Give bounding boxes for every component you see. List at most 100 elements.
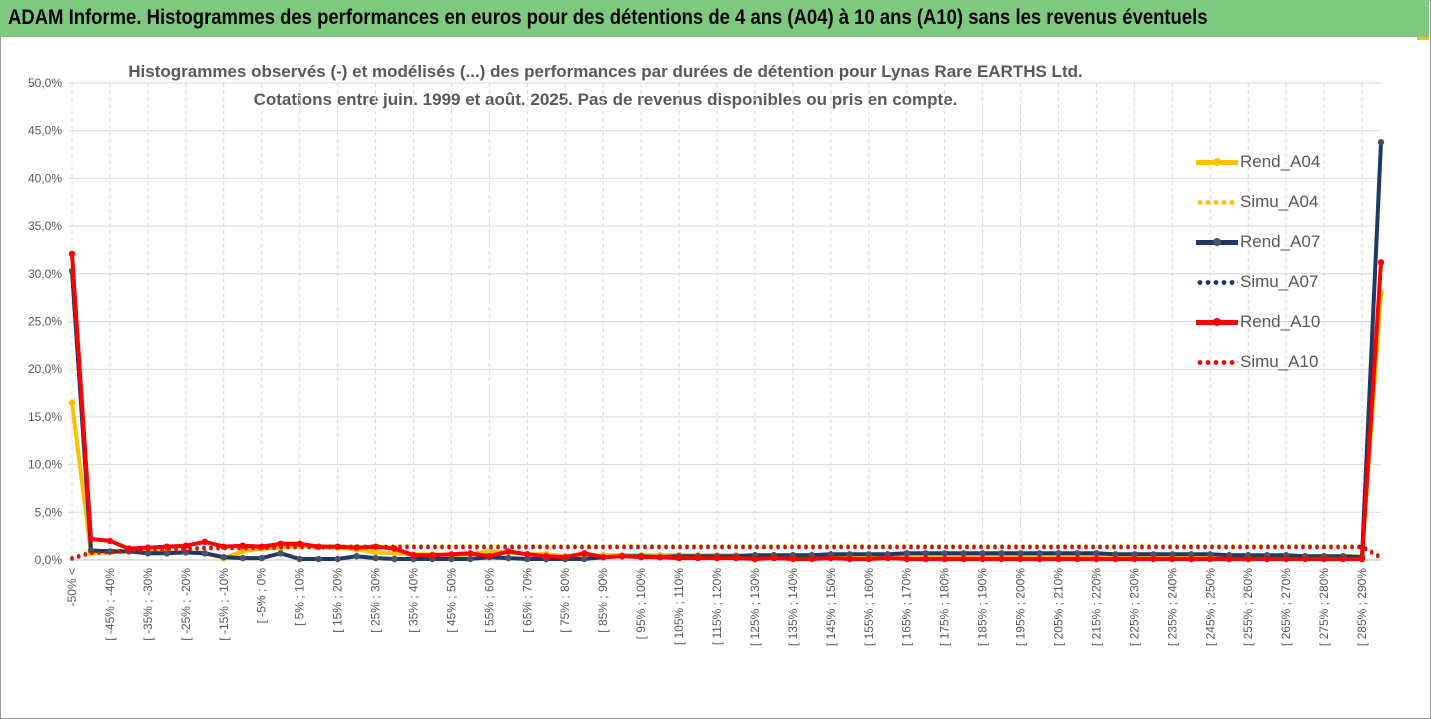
data-point-rend-a07 [220,553,227,561]
data-point-rend-a07 [979,550,986,557]
data-point-rend-a10 [1093,555,1100,563]
data-point-rend-a07 [1055,550,1062,557]
data-point-rend-a10 [1131,555,1138,563]
data-point-rend-a04 [391,550,398,557]
data-point-rend-a10 [1074,555,1081,563]
data-point-rend-a10 [884,554,891,562]
data-point-rend-a07 [1188,551,1195,558]
data-point-rend-a07 [1017,550,1024,557]
legend-swatch [1196,280,1238,285]
data-point-rend-a07 [163,550,171,557]
data-point-rend-a10 [144,544,152,551]
data-point-rend-a10 [979,555,986,563]
data-point-rend-a07 [922,550,929,557]
data-point-rend-a10 [1282,555,1290,563]
x-tick-label: -50% < [65,568,79,606]
x-tick-label: [ 95% ; 100% [634,568,648,640]
y-tick-label: 50,0% [28,76,62,90]
legend-item-simu-a04: Simu_A04 [1190,188,1350,228]
x-tick-label: [ 75% ; 80% [558,568,572,633]
x-tick-label: [ 235% ; 240% [1165,568,1179,646]
data-point-rend-a10 [694,554,702,562]
data-point-rend-a07 [201,550,208,557]
x-tick-label: [ 245% ; 250% [1203,568,1217,646]
data-point-rend-a04 [486,548,493,555]
data-point-rend-a10 [846,555,854,563]
data-point-rend-a10 [486,552,493,560]
x-tick-label: [ 25% ; 30% [369,568,383,633]
legend-marker [1213,318,1221,326]
data-point-rend-a10 [998,555,1005,563]
data-point-rend-a10 [960,555,967,563]
x-tick-label: [ -35% ; -30% [141,568,155,641]
data-point-rend-a07 [581,555,588,563]
data-point-rend-a10 [562,553,569,561]
data-point-rend-a07 [524,555,531,563]
data-point-rend-a07 [277,550,284,557]
data-point-rend-a10 [675,554,683,562]
y-tick-label: 10,0% [28,458,62,472]
y-tick-label: 35,0% [28,219,62,233]
y-tick-label: 30,0% [28,267,62,281]
data-point-rend-a10 [1207,555,1214,563]
chart-legend: Rend_A04 Simu_A04 Rend_A07 Simu_A07 Rend_A10… [1190,148,1350,388]
legend-label: Rend_A07 [1240,232,1321,251]
data-point-rend-a10 [1017,555,1024,563]
data-point-rend-a10 [941,555,948,563]
data-point-rend-a04 [239,548,246,555]
legend-item-rend-a07: Rend_A07 [1190,228,1350,268]
data-point-rend-a10 [201,538,208,546]
data-point-rend-a07 [941,550,948,557]
x-tick-label: [ 35% ; 40% [406,568,420,633]
data-point-rend-a10 [1320,555,1328,563]
data-point-rend-a10 [68,250,76,257]
y-tick-label: 5,0% [35,505,63,519]
y-tick-label: 15,0% [28,410,62,424]
legend-label: Rend_A04 [1240,152,1321,171]
legend-label: Simu_A04 [1240,192,1319,211]
data-point-rend-a10 [922,555,929,563]
y-tick-label: 0,0% [35,553,63,567]
data-point-rend-a10 [1226,555,1233,563]
data-point-rend-a10 [429,552,436,559]
data-point-rend-a10 [751,555,759,563]
x-tick-label: [ 115% ; 120% [710,568,724,645]
data-point-rend-a07 [334,555,341,563]
legend-label: Simu_A07 [1240,272,1319,291]
data-point-rend-a10 [1036,555,1043,563]
x-tick-label: [ 265% ; 270% [1279,568,1293,646]
data-point-rend-a10 [808,555,816,563]
x-tick-label: [ 175% ; 180% [938,568,952,646]
chart-title: Histogrammes observés (-) et modélisés (… [128,62,1083,81]
data-point-rend-a10 [87,535,95,543]
legend-item-rend-a10: Rend_A10 [1190,308,1350,348]
series-line-rend-a10 [70,253,1383,561]
data-point-rend-a10 [543,552,550,560]
data-point-rend-a10 [599,553,607,561]
data-point-rend-a10 [581,550,588,557]
data-point-rend-a07 [1150,551,1157,558]
x-tick-label: [ 135% ; 140% [786,568,800,646]
data-point-rend-a04 [372,549,379,556]
data-point-rend-a10 [903,555,910,563]
x-tick-label: [ 125% ; 130% [748,568,762,646]
legend-item-simu-a07: Simu_A07 [1190,268,1350,308]
x-tick-label: [ 15% ; 20% [331,568,345,633]
data-point-rend-a10 [1188,555,1195,563]
data-point-rend-a07 [865,551,872,558]
x-tick-label: [ 85% ; 90% [596,568,610,633]
data-point-rend-a10 [1358,555,1366,563]
data-point-rend-a10 [448,551,455,558]
x-tick-label: [ 165% ; 170% [900,568,914,646]
data-point-rend-a07 [1131,551,1138,558]
data-point-rend-a10 [865,555,872,563]
x-tick-label: [ 205% ; 210% [1051,568,1065,646]
data-point-rend-a10 [637,553,645,561]
data-point-rend-a10 [1377,259,1385,266]
legend-swatch [1196,158,1238,166]
data-point-rend-a10 [732,554,740,562]
data-point-rend-a07 [315,555,322,563]
x-tick-label: [ 285% ; 290% [1355,568,1369,646]
